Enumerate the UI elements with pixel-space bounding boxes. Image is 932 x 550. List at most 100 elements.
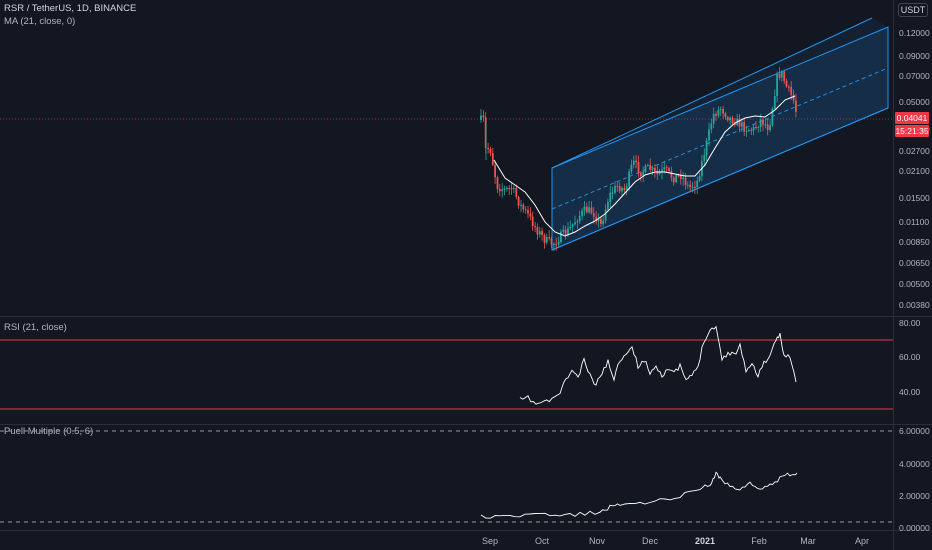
rsi-line [519,325,797,405]
candle-body [498,189,501,192]
candle-body [759,119,762,127]
candle-body [762,119,764,125]
candle-body [703,155,706,161]
candle-body [658,172,661,175]
candle-body [708,129,710,141]
candle-body [792,94,795,101]
candle-body [724,113,727,117]
candle-body [574,222,576,225]
last-price-tag: 0.04041 [895,112,929,124]
candle-body [632,160,635,165]
candle-body [585,206,588,213]
candle-body [595,216,598,222]
candle-body [494,164,496,178]
time-axis-label: Mar [800,536,816,546]
rsi-pane[interactable]: RSI (21, close) [0,317,932,424]
candle-body [637,162,640,173]
candle-body [691,186,694,188]
channel-top-line [551,17,873,169]
candle-body [489,149,492,153]
ma-indicator-label: MA (21, close, 0) [4,16,76,27]
candle-body [616,185,619,187]
price-scale-label: 0.02700 [899,146,930,156]
candle-series [480,67,797,251]
price-pane[interactable]: RSR / TetherUS, 1D, BINANCE MA (21, clos… [0,0,932,316]
candle-body [719,109,722,111]
candle-body [780,71,783,78]
candle-body [769,125,771,130]
price-scale-label: 0.01500 [899,193,930,203]
candle-body [538,231,541,235]
candle-body [545,237,548,243]
candle-body [604,209,607,221]
candle-body [715,113,717,116]
candle-body [755,127,757,128]
price-scale-label: 0.09000 [899,51,930,61]
time-axis-label: Dec [641,536,659,546]
candle-body [536,226,539,235]
candle-body [597,218,600,222]
candle-body [790,87,793,95]
candle-body [534,226,536,228]
candle-body [710,123,713,130]
pane-separator-2[interactable] [0,424,932,425]
candle-body [698,176,701,181]
candle-body [496,177,499,189]
rsi-legend[interactable]: RSI (21, close) [4,322,67,333]
candle-body [513,188,515,190]
candle-body [517,197,520,206]
pane-separator-1[interactable] [0,316,932,317]
candle-body [694,186,696,188]
candle-body [482,115,485,118]
candle-body [771,108,774,126]
candle-body [628,171,630,187]
currency-badge[interactable]: USDT [898,3,928,17]
candle-body [661,169,663,173]
candle-body [639,172,642,176]
candle-body [611,192,614,194]
candle-body [625,186,628,190]
candle-body [675,175,677,183]
symbol-legend[interactable]: RSR / TetherUS, 1D, BINANCE [4,3,136,14]
candle-body [696,180,699,187]
candle-body [623,188,626,190]
price-scale-label: 0.00500 [899,279,930,289]
candle-body [520,204,522,206]
price-scale-label: 0.02100 [899,166,930,176]
candle-body [569,226,572,229]
candle-body [578,215,581,222]
puell-scale-label: 6.00000 [899,426,930,436]
time-axis-label: Feb [751,536,767,546]
candle-body [783,71,786,81]
candle-body [656,170,659,175]
candle-body [644,165,647,172]
ma-legend[interactable]: MA (21, close, 0) [4,16,75,27]
candle-body [778,74,781,78]
candle-body [672,177,675,183]
candle-body [729,117,731,121]
candle-body [689,184,692,188]
candle-body [588,207,590,213]
candle-body [745,130,748,132]
candle-body [602,220,605,224]
candle-body [773,96,776,109]
countdown-tag: 15:21:35 [895,125,929,137]
candle-body [722,109,724,114]
candle-body [491,153,494,165]
candle-body [515,188,518,198]
candle-body [651,167,654,170]
puell-scale-label: 0.00000 [899,523,930,533]
candle-body [712,113,715,124]
candle-body [506,188,508,189]
candle-body [684,177,687,185]
price-scale-label: 0.12000 [899,28,930,38]
candle-body [543,234,546,243]
price-scale-label: 0.05000 [899,97,930,107]
candle-body [647,165,649,166]
puell-line [480,471,798,519]
candle-body [562,229,565,232]
price-scale-label: 0.00380 [899,300,930,310]
candle-body [548,237,551,239]
price-scale-border [893,0,894,550]
